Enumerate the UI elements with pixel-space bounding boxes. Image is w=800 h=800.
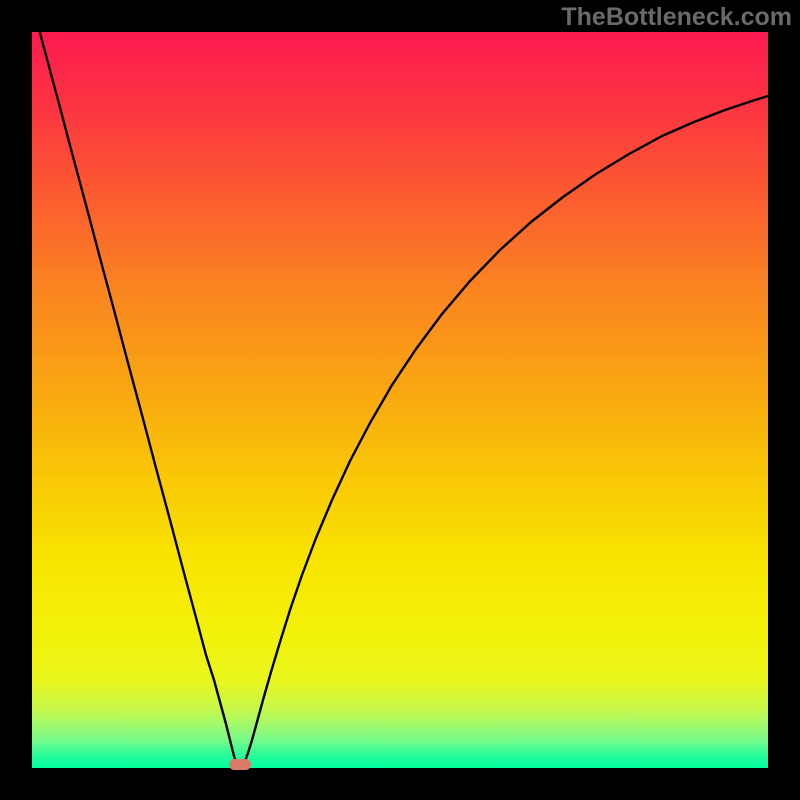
chart-container: TheBottleneck.com xyxy=(0,0,800,800)
optimal-marker xyxy=(229,759,251,770)
watermark-text: TheBottleneck.com xyxy=(561,3,792,32)
curve-svg xyxy=(0,0,800,800)
bottleneck-curve xyxy=(32,3,768,768)
